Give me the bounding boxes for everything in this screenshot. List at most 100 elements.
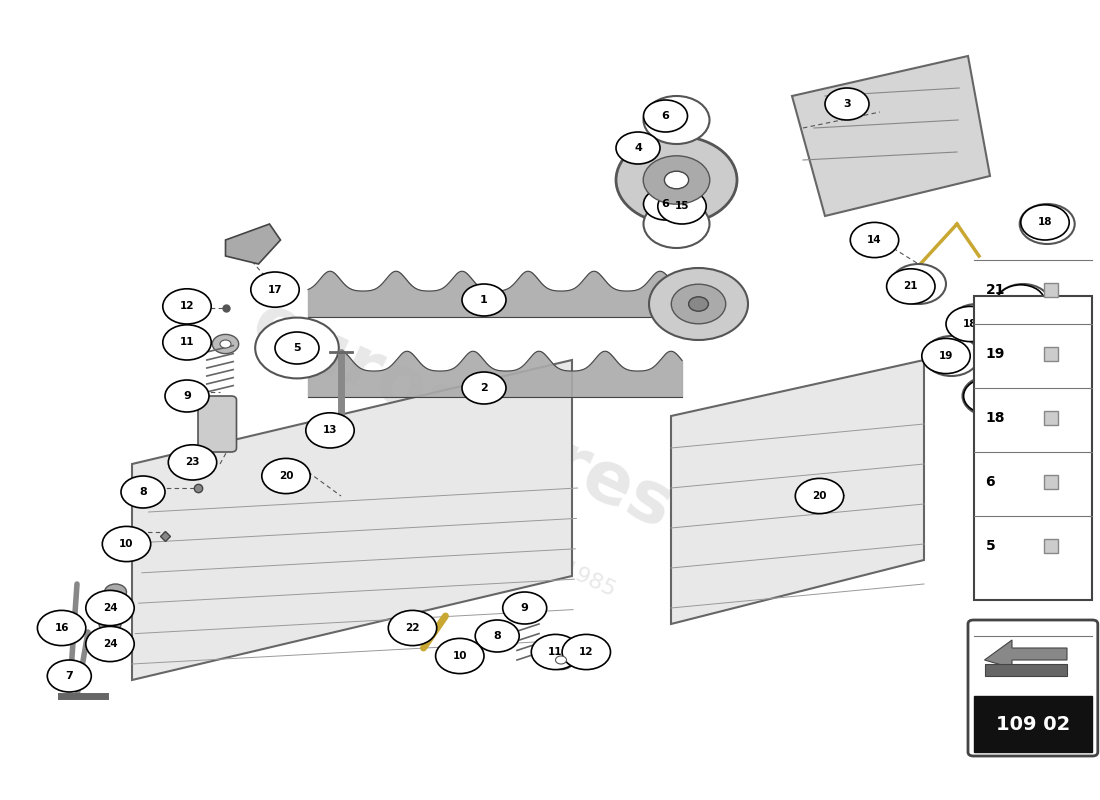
Text: 19: 19 — [986, 346, 1005, 361]
Text: 16: 16 — [54, 623, 69, 633]
FancyBboxPatch shape — [968, 620, 1098, 756]
Circle shape — [664, 171, 689, 189]
Text: 14: 14 — [867, 235, 882, 245]
Text: 11: 11 — [179, 338, 195, 347]
Circle shape — [1021, 205, 1069, 240]
Text: 11: 11 — [548, 647, 563, 657]
Circle shape — [616, 132, 660, 164]
Circle shape — [86, 626, 134, 662]
Text: 7: 7 — [65, 671, 74, 681]
FancyBboxPatch shape — [974, 696, 1092, 752]
Text: 21: 21 — [903, 282, 918, 291]
Circle shape — [436, 638, 484, 674]
Text: 13: 13 — [322, 426, 338, 435]
Circle shape — [37, 610, 86, 646]
Circle shape — [163, 325, 211, 360]
Circle shape — [850, 222, 899, 258]
Circle shape — [964, 378, 1012, 414]
Text: 18: 18 — [1037, 218, 1053, 227]
Text: 17: 17 — [267, 285, 283, 294]
Circle shape — [556, 656, 566, 664]
Text: 20: 20 — [278, 471, 294, 481]
Text: 6: 6 — [986, 474, 996, 489]
Polygon shape — [792, 56, 990, 216]
Circle shape — [795, 478, 844, 514]
Circle shape — [262, 458, 310, 494]
Text: 23: 23 — [185, 458, 200, 467]
Text: 4: 4 — [634, 143, 642, 153]
Text: 5: 5 — [294, 343, 300, 353]
Circle shape — [946, 306, 994, 342]
Circle shape — [165, 380, 209, 412]
Text: 1: 1 — [480, 295, 488, 305]
Circle shape — [644, 188, 688, 220]
Text: 109 02: 109 02 — [996, 714, 1070, 734]
Circle shape — [306, 413, 354, 448]
Text: 3: 3 — [844, 99, 850, 109]
Text: 22: 22 — [405, 623, 420, 633]
FancyBboxPatch shape — [974, 296, 1092, 600]
Circle shape — [86, 590, 134, 626]
Circle shape — [644, 200, 710, 248]
Circle shape — [251, 272, 299, 307]
Circle shape — [255, 318, 339, 378]
Circle shape — [121, 476, 165, 508]
Text: 9: 9 — [520, 603, 529, 613]
Text: 2: 2 — [480, 383, 488, 393]
Circle shape — [644, 100, 688, 132]
Circle shape — [922, 338, 970, 374]
Circle shape — [104, 584, 126, 600]
Circle shape — [887, 269, 935, 304]
Circle shape — [475, 620, 519, 652]
Circle shape — [562, 634, 611, 670]
Circle shape — [689, 297, 708, 311]
Text: 9: 9 — [183, 391, 191, 401]
Circle shape — [924, 336, 979, 376]
Circle shape — [462, 284, 506, 316]
Polygon shape — [132, 360, 572, 680]
Circle shape — [168, 445, 217, 480]
Circle shape — [825, 88, 869, 120]
Circle shape — [47, 660, 91, 692]
Text: 19: 19 — [1013, 298, 1028, 307]
Circle shape — [531, 634, 580, 670]
FancyBboxPatch shape — [198, 396, 236, 452]
Text: 8: 8 — [493, 631, 502, 641]
Text: 5: 5 — [986, 538, 996, 553]
Circle shape — [102, 526, 151, 562]
Text: 15: 15 — [674, 202, 690, 211]
Text: a passion for parts since 1985: a passion for parts since 1985 — [305, 440, 619, 600]
Text: 24: 24 — [102, 639, 118, 649]
Circle shape — [996, 284, 1050, 324]
Circle shape — [671, 284, 726, 324]
Text: 8: 8 — [139, 487, 147, 497]
Text: 12: 12 — [579, 647, 594, 657]
Polygon shape — [671, 360, 924, 624]
Circle shape — [163, 289, 211, 324]
FancyBboxPatch shape — [984, 664, 1067, 676]
Polygon shape — [226, 224, 280, 264]
Circle shape — [962, 376, 1018, 416]
Circle shape — [388, 610, 437, 646]
Circle shape — [99, 616, 121, 632]
Circle shape — [1020, 204, 1075, 244]
Circle shape — [649, 268, 748, 340]
Text: 19: 19 — [980, 391, 996, 401]
Circle shape — [220, 340, 231, 348]
Text: 12: 12 — [179, 302, 195, 311]
Text: 6: 6 — [661, 111, 670, 121]
Circle shape — [462, 372, 506, 404]
Circle shape — [644, 156, 710, 204]
Text: 6: 6 — [661, 199, 670, 209]
Circle shape — [891, 264, 946, 304]
Text: 18: 18 — [962, 319, 978, 329]
Text: 18: 18 — [986, 410, 1005, 425]
Text: 21: 21 — [986, 282, 1005, 297]
Circle shape — [616, 136, 737, 224]
Circle shape — [997, 285, 1045, 320]
Circle shape — [275, 332, 319, 364]
Circle shape — [644, 96, 710, 144]
Circle shape — [949, 304, 1004, 344]
Circle shape — [503, 592, 547, 624]
Text: 10: 10 — [119, 539, 134, 549]
